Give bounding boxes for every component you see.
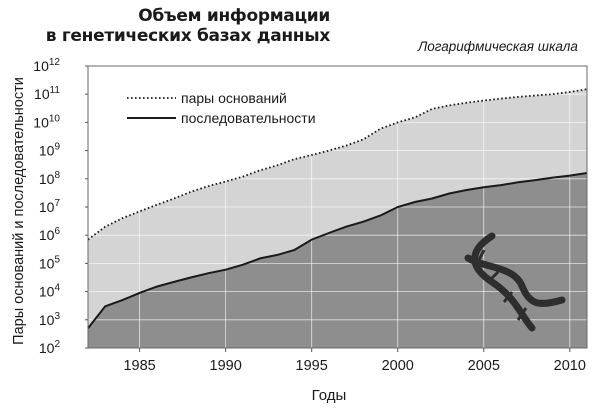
legend-label-sequences: последовательности xyxy=(181,110,316,126)
y-axis-label: Пары оснований и последовательности xyxy=(11,77,27,345)
y-tick-base: 10 xyxy=(33,58,49,74)
legend: пары оснований последовательности xyxy=(127,90,316,126)
y-tick-base: 10 xyxy=(39,199,55,215)
y-tick-label: 1011 xyxy=(34,85,60,102)
y-tick-label: 103 xyxy=(39,311,61,328)
x-tick-label: 1985 xyxy=(123,358,155,374)
y-tick-base: 10 xyxy=(39,171,55,187)
y-tick-label: 1012 xyxy=(33,57,60,74)
grid-lines xyxy=(88,66,587,348)
y-tick-exponent: 11 xyxy=(50,85,61,96)
x-axis-label: Годы xyxy=(312,387,347,404)
y-tick-label: 109 xyxy=(39,142,61,159)
y-tick-base: 10 xyxy=(39,227,55,243)
y-tick-label: 105 xyxy=(39,254,61,271)
dna-rung xyxy=(502,291,514,303)
y-tick-label: 1010 xyxy=(33,113,60,130)
y-tick-exponent: 8 xyxy=(54,170,60,181)
x-tick-label: 1995 xyxy=(296,358,328,374)
line-base-pairs xyxy=(87,88,588,241)
legend-label-base-pairs: пары оснований xyxy=(181,90,287,106)
x-tick-label: 2000 xyxy=(382,358,414,374)
y-tick-exponent: 10 xyxy=(49,113,61,124)
y-tick-exponent: 7 xyxy=(54,198,60,209)
scale-note: Логарифмическая шкала xyxy=(418,39,578,54)
y-tick-label: 108 xyxy=(39,170,61,187)
y-tick-exponent: 4 xyxy=(54,283,60,294)
y-tick-base: 10 xyxy=(39,284,55,300)
y-tick-base: 10 xyxy=(39,143,55,159)
x-tick-label: 2010 xyxy=(554,358,586,374)
y-tick-exponent: 2 xyxy=(54,339,60,350)
x-tick-label: 1990 xyxy=(210,358,242,374)
y-tick-exponent: 9 xyxy=(54,142,60,153)
chart-title-line-1: Объем информации xyxy=(138,6,330,26)
area-sequences xyxy=(88,173,587,348)
y-tick-label: 107 xyxy=(39,198,61,215)
dna-strand-b xyxy=(464,254,566,307)
dna-rung xyxy=(486,270,500,284)
dna-helix-icon xyxy=(464,232,566,332)
y-tick-exponent: 12 xyxy=(49,57,61,68)
y-tick-label: 102 xyxy=(39,339,61,356)
y-tick-base: 10 xyxy=(33,114,49,130)
y-tick-base: 10 xyxy=(39,255,55,271)
y-tick-base: 10 xyxy=(34,86,50,102)
chart-title: Объем информации в генетических базах да… xyxy=(40,6,331,46)
y-tick-base: 10 xyxy=(39,340,55,356)
y-tick-exponent: 5 xyxy=(54,254,60,265)
x-tick-label: 2005 xyxy=(468,358,500,374)
line-sequences xyxy=(87,172,588,329)
y-tick-base: 10 xyxy=(39,312,55,328)
y-tick-exponent: 6 xyxy=(54,226,60,237)
dna-rung xyxy=(474,249,486,267)
chart-title-line-2: в генетических базах данных xyxy=(45,26,331,46)
y-tick-exponent: 3 xyxy=(54,311,60,322)
dna-rung xyxy=(516,307,528,321)
y-tick-label: 106 xyxy=(39,226,61,243)
y-tick-label: 104 xyxy=(39,283,61,300)
